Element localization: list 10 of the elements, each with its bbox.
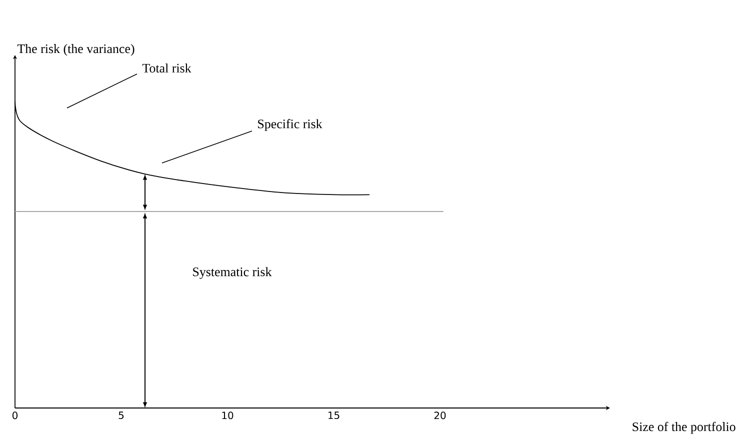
text: Total risk: [142, 63, 192, 73]
x-tick-label: 5: [118, 412, 124, 420]
x-tick-label: 0: [12, 412, 18, 420]
x-tick-label: 20: [434, 412, 446, 420]
x-tick-label: 15: [328, 412, 340, 420]
x-axis-title: Size of the portfolio: [632, 422, 736, 434]
x-tick-label: 10: [222, 412, 234, 420]
annotation: Specific risk: [258, 119, 322, 131]
y-axis-title: The risk (the variance): [17, 44, 134, 56]
annotation: Systematic risk: [193, 267, 272, 279]
